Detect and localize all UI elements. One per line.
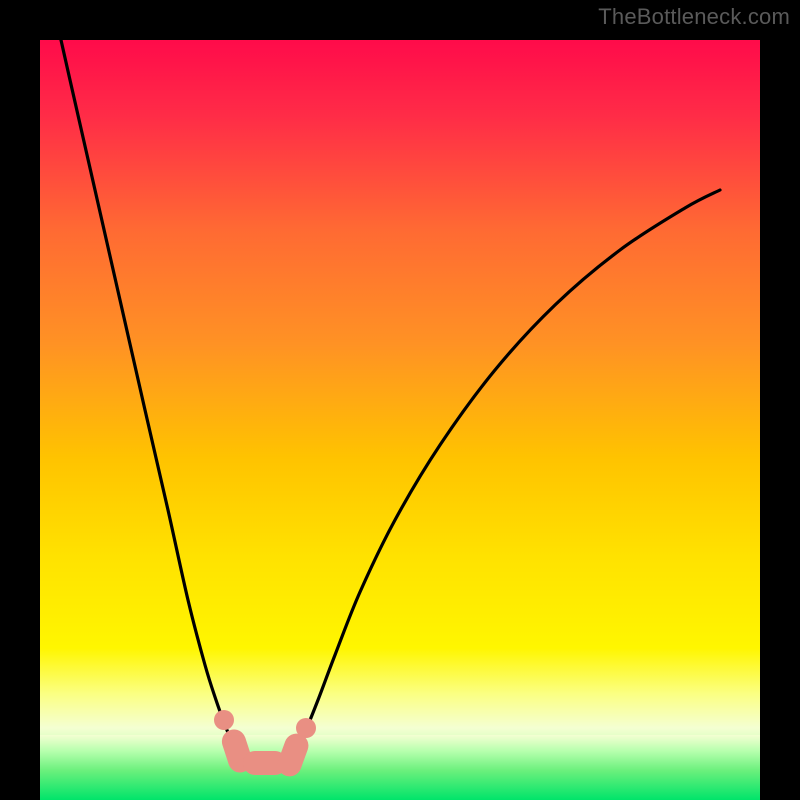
curve-path — [52, 40, 720, 758]
watermark-text: TheBottleneck.com — [598, 4, 790, 30]
chart-container: TheBottleneck.com — [0, 0, 800, 800]
curve-marker-dot — [214, 710, 234, 730]
bottleneck-curve — [40, 40, 760, 800]
